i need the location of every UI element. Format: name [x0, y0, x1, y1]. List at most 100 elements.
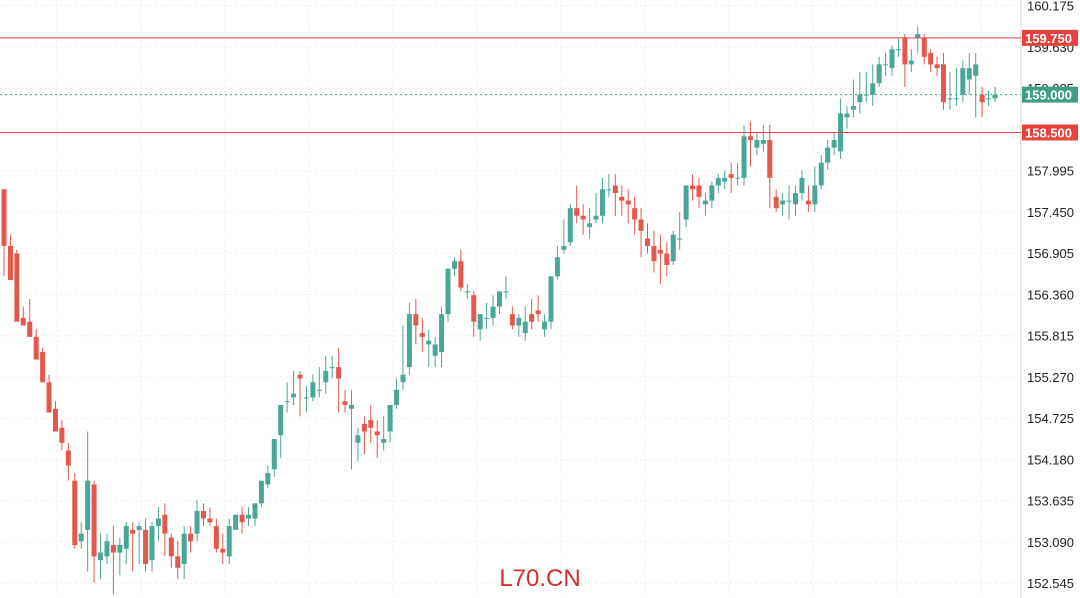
- candle-body: [117, 545, 123, 553]
- candle-body: [973, 64, 979, 76]
- candle-body: [213, 526, 219, 549]
- level-label-bg: [1022, 29, 1078, 46]
- level-label: 158.500: [1025, 125, 1072, 140]
- candle-body: [471, 295, 477, 322]
- candle-body: [522, 321, 528, 334]
- candle-body: [696, 185, 702, 197]
- candle-body: [110, 545, 116, 553]
- candle-body: [561, 246, 567, 250]
- candle-body: [702, 200, 708, 205]
- candle-body: [599, 189, 605, 216]
- candle-body: [342, 401, 348, 405]
- candle-body: [72, 480, 78, 546]
- candle-body: [104, 541, 110, 557]
- candle-body: [368, 420, 374, 428]
- candle-body: [902, 37, 908, 65]
- candle-body: [580, 215, 586, 220]
- candle-body: [59, 427, 65, 443]
- candle-body: [812, 185, 818, 205]
- candle-body: [947, 98, 953, 100]
- candle-body: [130, 529, 136, 534]
- candle-body: [162, 514, 168, 534]
- y-tick-label: 155.270: [1027, 370, 1074, 385]
- candle-body: [239, 514, 245, 523]
- candle-body: [439, 314, 445, 352]
- candle-body: [175, 556, 181, 568]
- candle-body: [677, 238, 683, 240]
- candle-body: [207, 518, 213, 523]
- candle-body: [400, 374, 406, 383]
- candle-body: [20, 317, 26, 326]
- candle-body: [876, 64, 882, 84]
- candle-body: [632, 208, 638, 220]
- y-tick-label: 157.995: [1027, 164, 1074, 179]
- candle-body: [258, 480, 264, 504]
- candle-body: [7, 246, 13, 281]
- candle-body: [780, 200, 786, 205]
- candle-body: [805, 200, 811, 205]
- candle-body: [542, 321, 548, 330]
- candle-body: [155, 518, 161, 527]
- candle-body: [735, 177, 741, 179]
- candle-body: [986, 98, 992, 100]
- candle-body: [799, 177, 805, 194]
- candle-body: [651, 246, 657, 262]
- candle-body: [709, 185, 715, 201]
- candle-body: [387, 404, 393, 432]
- candle-body: [265, 473, 271, 485]
- candle-body: [484, 317, 490, 319]
- candle-body: [895, 49, 901, 51]
- candle-body: [934, 64, 940, 69]
- candle-body: [464, 291, 470, 293]
- y-tick-label: 157.450: [1027, 205, 1074, 220]
- grid-lines: [0, 0, 1021, 598]
- candle-body: [793, 193, 799, 205]
- candle-body: [593, 215, 599, 220]
- candle-body: [497, 291, 502, 307]
- candle-body: [883, 64, 889, 66]
- candle-body: [194, 510, 200, 534]
- candle-body: [928, 52, 934, 65]
- y-tick-label: 156.360: [1027, 287, 1074, 302]
- candle-body: [857, 94, 863, 103]
- candles: [1, 26, 998, 595]
- candle-body: [477, 314, 483, 330]
- candle-body: [336, 367, 342, 379]
- candle-body: [65, 450, 71, 466]
- candle-body: [825, 147, 831, 163]
- candle-body: [136, 526, 142, 530]
- candle-body: [98, 552, 104, 561]
- watermark: L70.CN: [499, 565, 580, 592]
- level-label: 159.000: [1025, 88, 1072, 103]
- candle-body: [451, 261, 457, 269]
- candle-body: [992, 94, 998, 99]
- candle-body: [953, 98, 959, 100]
- candle-body: [143, 529, 149, 564]
- candle-body: [233, 514, 239, 530]
- candle-body: [303, 397, 309, 399]
- candle-body: [355, 435, 361, 443]
- candle-body: [645, 238, 651, 247]
- candle-body: [728, 174, 734, 178]
- candle-body: [619, 196, 625, 201]
- level-label: 159.750: [1025, 31, 1072, 46]
- candle-body: [554, 257, 560, 277]
- candle-body: [850, 105, 856, 110]
- candle-body: [831, 140, 837, 148]
- candle-body: [690, 185, 696, 190]
- candle-body: [181, 533, 187, 564]
- candle-body: [587, 223, 593, 228]
- candle-body: [741, 136, 747, 178]
- candle-body: [413, 314, 419, 326]
- candle-body: [252, 503, 258, 519]
- candle-body: [664, 253, 670, 265]
- candle-body: [941, 64, 947, 103]
- candle-body: [310, 382, 316, 398]
- candle-body: [915, 34, 921, 38]
- candle-body: [14, 253, 20, 322]
- y-tick-label: 154.725: [1027, 411, 1074, 426]
- candle-body: [767, 140, 773, 178]
- candle-body: [889, 49, 895, 69]
- y-tick-label: 154.180: [1027, 452, 1074, 467]
